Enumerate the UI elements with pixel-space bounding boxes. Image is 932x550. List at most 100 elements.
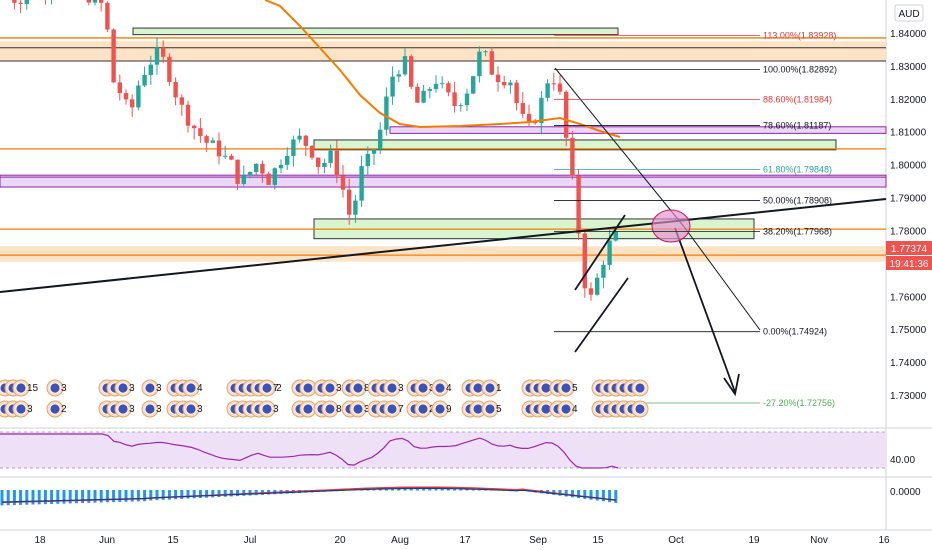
- event-count: 7: [273, 383, 279, 394]
- candle-body: [123, 93, 129, 100]
- price-ticks: 1.84000 1.83000 1.82000 1.81000 1.80000 1.790…: [890, 29, 927, 402]
- macd-bar: [384, 488, 388, 491]
- last-price-tag: 1.77374 19:41:36: [886, 241, 932, 270]
- macd-bar: [558, 490, 562, 496]
- candle-body: [520, 103, 525, 114]
- fib-level-label: 61.80%(1.79848): [763, 165, 832, 175]
- macd-bar: [236, 490, 240, 497]
- event-flag-icon: [417, 403, 429, 415]
- candle-body: [204, 136, 209, 143]
- macd-bar: [68, 490, 72, 504]
- candle-body: [216, 140, 222, 157]
- candle-body: [514, 82, 519, 104]
- macd-bar: [601, 490, 605, 502]
- candle-body: [545, 83, 550, 98]
- macd-bar: [62, 490, 66, 504]
- event-flag-icon: [15, 382, 27, 394]
- candle-body: [278, 164, 284, 169]
- candle-body: [433, 83, 439, 90]
- macd-bar: [155, 490, 159, 501]
- time-axis[interactable]: 18 Jun 15 Jul 20 Aug 17 Sep 15 Oct 19 Nov 16: [34, 535, 890, 546]
- macd-bar: [0, 490, 4, 506]
- macd-bar: [31, 490, 35, 505]
- event-flag-icon: [386, 403, 398, 415]
- event-count: 3: [27, 404, 33, 415]
- event-count: 3: [398, 383, 404, 394]
- event-flag-icon: [434, 403, 446, 415]
- candle-body: [409, 56, 414, 87]
- event-flag-icon: [634, 382, 646, 394]
- event-count: 15: [27, 383, 39, 394]
- macd-bar: [595, 490, 599, 501]
- event-count: 4: [572, 404, 578, 415]
- event-count: 3: [156, 383, 162, 394]
- candle-body: [167, 56, 172, 82]
- macd-bar: [428, 488, 432, 491]
- macd-bar: [56, 490, 60, 504]
- macd-bar: [43, 490, 47, 505]
- event-count: 5: [496, 404, 502, 415]
- event-flag-icon: [144, 403, 156, 415]
- candle-body: [508, 82, 513, 86]
- macd-bar: [223, 490, 227, 497]
- candle-body: [117, 82, 122, 94]
- macd-bar: [6, 490, 10, 506]
- macd-bar: [242, 490, 246, 496]
- candle-body: [588, 288, 594, 295]
- fib-ratio: -27.20%: [763, 398, 797, 408]
- time-tick-label: 19: [748, 535, 760, 546]
- currency-badge[interactable]: AUD: [894, 4, 924, 22]
- forecast-arrow-head: [723, 373, 740, 397]
- event-count: 7: [398, 404, 404, 415]
- rsi-line: [0, 433, 619, 469]
- candle-body: [272, 168, 277, 185]
- green-zone-mid: [313, 139, 837, 151]
- fib-ratio: 50.00%: [763, 196, 794, 206]
- macd-bar: [136, 490, 140, 502]
- candle-body: [297, 135, 302, 140]
- event-count: 4: [446, 383, 452, 394]
- fib-ratio: 113.00%: [763, 30, 798, 40]
- event-count: 3: [336, 383, 342, 394]
- currency-label: AUD: [898, 9, 919, 20]
- event-count: 3: [197, 404, 203, 415]
- candle-body: [192, 125, 197, 129]
- last-price-value: 1.77374: [891, 244, 928, 255]
- fib-level-label: 88.60%(1.81984): [763, 94, 832, 104]
- event-count: 3: [61, 383, 67, 394]
- candle-body: [142, 74, 147, 86]
- macd-bar: [198, 490, 202, 498]
- price-tick-label: 1.81000: [890, 128, 927, 139]
- candle-body: [105, 2, 110, 30]
- price-tick-label: 1.83000: [890, 62, 927, 73]
- event-count: 3: [364, 404, 370, 415]
- events-layer: 2315333322333233323422323310274535342375…: [0, 379, 649, 418]
- rsi-band: [0, 432, 886, 468]
- candle-body: [390, 76, 395, 97]
- candle-body: [173, 81, 178, 98]
- macd-bar: [93, 490, 97, 503]
- candle-body: [582, 233, 587, 289]
- macd-bar: [143, 490, 147, 502]
- event-count: 3: [129, 404, 135, 415]
- price-axis[interactable]: [886, 0, 932, 550]
- candle-body: [235, 159, 240, 184]
- macd-bar: [205, 490, 209, 498]
- fib-labels-layer: 113.00%(1.83928)100.00%(1.82892)88.60%(1…: [554, 30, 837, 408]
- fib-price: (1.74924): [789, 327, 828, 337]
- candle-body: [477, 51, 482, 77]
- macd-bar: [229, 490, 233, 497]
- macd-bar: [105, 490, 109, 503]
- time-tick-label: Nov: [810, 535, 828, 546]
- event-flag-icon: [185, 382, 197, 394]
- event-flag-icon: [49, 403, 61, 415]
- candle-body: [564, 91, 569, 138]
- candle-body: [210, 140, 215, 143]
- long-trendline: [0, 198, 887, 293]
- candle-body: [471, 76, 476, 94]
- macd-bar: [577, 490, 581, 499]
- macd-bar: [180, 490, 184, 499]
- time-tick-label: 15: [592, 535, 604, 546]
- macd-bar: [564, 490, 568, 497]
